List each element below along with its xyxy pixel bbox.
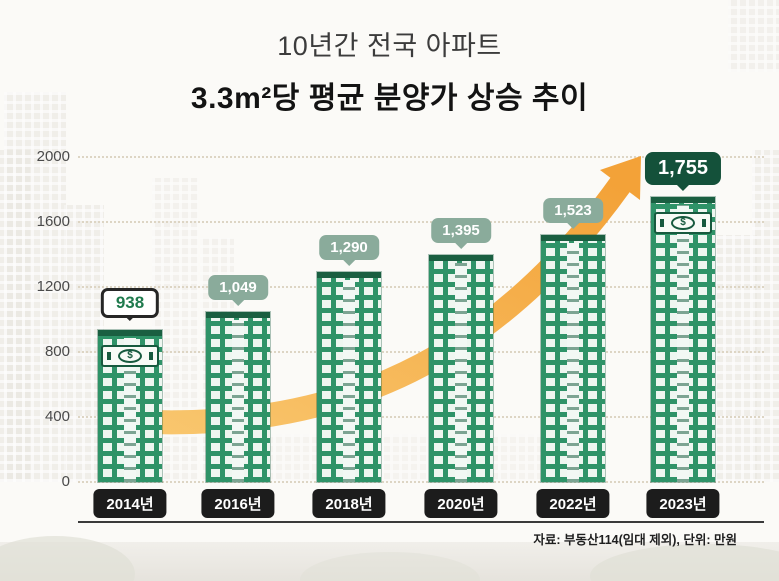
y-axis-tick-label: 400 — [44, 408, 70, 425]
value-label: 938 — [100, 288, 160, 318]
value-label: 1,395 — [431, 218, 491, 243]
chart-title-line1: 10년간 전국 아파트 — [277, 31, 502, 61]
background-skyline — [255, 434, 555, 482]
grid-line — [78, 481, 764, 483]
x-axis-label-2020: 2020년 — [424, 489, 498, 518]
grid-line — [78, 156, 764, 158]
x-axis-label-2014: 2014년 — [93, 489, 167, 518]
y-axis-tick-label: 2000 — [36, 148, 70, 165]
money-banknote-icon: $ — [654, 212, 712, 234]
building-bar — [206, 312, 270, 482]
dollar-sign-icon: $ — [118, 349, 142, 363]
y-axis-tick-label: 1600 — [36, 213, 70, 230]
x-axis-line — [78, 521, 764, 523]
x-axis-label-2022: 2022년 — [536, 489, 610, 518]
y-axis-tick-label: 800 — [44, 343, 70, 360]
value-label: 1,049 — [208, 275, 268, 300]
y-axis-tick-label: 0 — [61, 473, 70, 490]
x-axis-label-2018: 2018년 — [312, 489, 386, 518]
building-door-column — [232, 320, 244, 482]
building-door-column — [567, 243, 579, 482]
building-bar — [317, 272, 381, 482]
y-axis-tick-label: 1200 — [36, 278, 70, 295]
building-door-column — [455, 263, 467, 482]
value-label: 1,755 — [644, 152, 722, 185]
building-bar: $ — [98, 330, 162, 482]
value-label: 1,523 — [543, 198, 603, 223]
value-label: 1,290 — [319, 235, 379, 260]
background-building — [752, 150, 779, 482]
dollar-sign-icon: $ — [671, 216, 695, 230]
source-note: 자료: 부동산114(임대 제외), 단위: 만원 — [533, 533, 737, 547]
chart-title-line2: 3.3m²당 평균 분양가 상승 추이 — [190, 82, 589, 115]
money-banknote-icon: $ — [101, 345, 159, 367]
building-door-column — [343, 280, 355, 482]
building-bar — [429, 255, 493, 482]
background-building — [0, 150, 30, 482]
background-building — [728, 0, 779, 72]
x-axis-label-2023: 2023년 — [646, 489, 720, 518]
building-bar: $ — [651, 197, 715, 482]
title-block: 10년간 전국 아파트 3.3m²당 평균 분양가 상승 추이 — [0, 24, 779, 117]
x-axis-label-2016: 2016년 — [201, 489, 275, 518]
background-building — [64, 205, 104, 482]
building-door-column — [677, 205, 689, 482]
building-bar — [541, 235, 605, 482]
